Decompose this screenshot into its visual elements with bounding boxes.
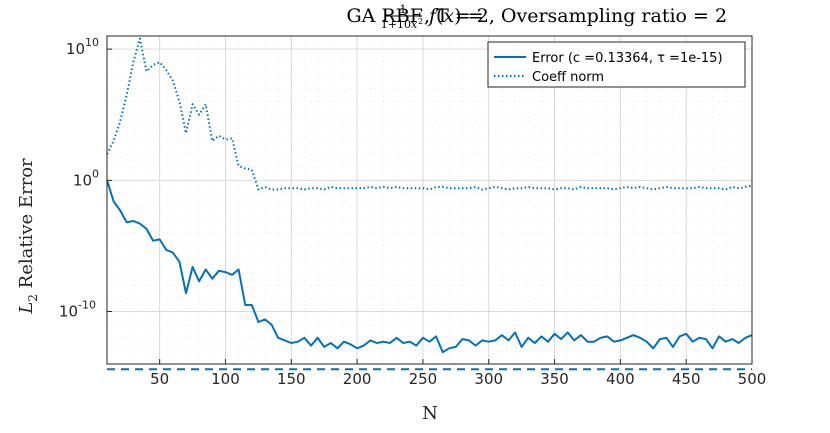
title-fraction-x: x <box>411 18 418 31</box>
x-tick-label: 100 <box>211 370 240 388</box>
y-label-sub: 2 <box>26 294 40 302</box>
y-axis-label: L2 Relative Error <box>16 158 40 315</box>
y-tick-label: 10 <box>66 40 85 58</box>
y-tick-label: 10 <box>59 303 78 321</box>
y-tick-exponent: 0 <box>92 167 99 180</box>
x-tick-label: 350 <box>540 370 569 388</box>
title-fraction-numerator: 1 <box>400 3 407 16</box>
x-tick-label: 150 <box>277 370 306 388</box>
title-fraction-exponent: 2 <box>418 17 423 26</box>
x-tick-label: 450 <box>672 370 701 388</box>
y-label-rest: Relative Error <box>16 158 37 294</box>
x-tick-label: 200 <box>343 370 372 388</box>
x-tick-label: 250 <box>409 370 438 388</box>
legend-label-error: Error (c =0.13364, τ =1e-15) <box>532 51 723 66</box>
x-tick-label: 50 <box>150 370 169 388</box>
title-fraction-denominator: 1+10x <box>381 18 418 31</box>
y-tick-exponent: -10 <box>78 299 96 312</box>
x-tick-label: 300 <box>474 370 503 388</box>
y-label-L: L <box>16 302 37 315</box>
x-axis-label: N <box>422 403 438 424</box>
x-tick-label: 400 <box>606 370 635 388</box>
legend-label-coeff: Coeff norm <box>532 70 604 85</box>
y-tick-label: 10 <box>73 171 92 189</box>
y-tick-exponent: 10 <box>85 36 99 49</box>
x-tick-label: 500 <box>738 370 767 388</box>
legend: Error (c =0.13364, τ =1e-15) Coeff norm <box>488 42 745 87</box>
title-suffix: , T = 2, Oversampling ratio = 2 <box>424 5 727 27</box>
